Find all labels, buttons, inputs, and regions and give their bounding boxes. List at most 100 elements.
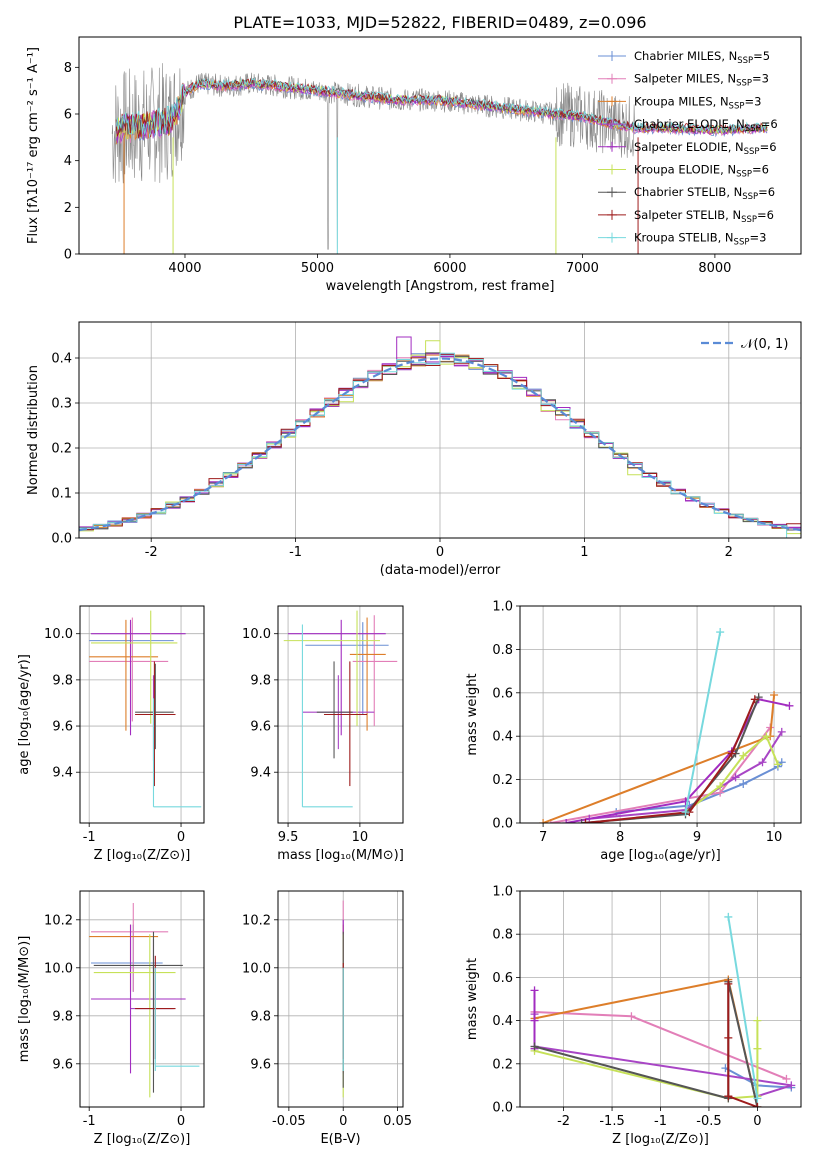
legend-sub: SSP (744, 147, 760, 157)
x-tick-label: -0.05 (272, 1114, 306, 1129)
point-marker (724, 1092, 733, 1101)
point-marker (777, 727, 786, 736)
x-tick-label: 8 (616, 830, 624, 845)
legend-marker (607, 232, 617, 243)
series-chabrier-stelib (534, 981, 759, 1107)
point-marker (785, 701, 794, 710)
point-marker (627, 1012, 636, 1021)
series-kroupa-miles (534, 978, 759, 1107)
legend-n: =3 (749, 231, 766, 245)
errorbars (89, 903, 200, 1098)
y-tick-label: 9.8 (52, 673, 73, 688)
chart-mass_vs_ebv: -0.05 0 0.05 9.6 9.8 10.0 10.2 E(B-V) (242, 890, 412, 1147)
point-marker (731, 773, 740, 782)
legend-label: Salpeter ELODIE, NSSP=6 (634, 140, 777, 157)
point-marker (581, 819, 590, 823)
y-tick-label: 2 (64, 201, 72, 216)
y-tick-label: 9.6 (250, 720, 271, 735)
x-axis-label: wavelength [Angstrom, rest frame] (326, 279, 555, 294)
y-axis-label: mass [log₁₀(M/M⊙)] (17, 936, 32, 1063)
model-line-kroupa-stelib (115, 77, 768, 138)
legend-sub: SSP (736, 79, 752, 89)
point-marker (530, 1016, 539, 1025)
y-tick-label: 4 (64, 154, 72, 169)
y-axis-label: Flux [fλ10⁻¹⁷ erg cm⁻² s⁻¹ A⁻¹] (26, 47, 41, 244)
x-tick-label: 10 (352, 830, 369, 845)
point-marker (787, 1081, 796, 1090)
y-tick-label: 0.0 (51, 532, 72, 547)
errorbars (283, 610, 398, 808)
x-tick-label: 0 (177, 1114, 185, 1129)
axes-frame (79, 890, 205, 1108)
x-tick-label: 1 (580, 545, 588, 560)
x-tick-label: 6000 (433, 261, 466, 276)
model-line-salpeter-stelib (115, 77, 768, 139)
x-tick-label: 0 (177, 830, 185, 845)
x-tick-label: 0 (436, 545, 444, 560)
x-tick-label: 0.05 (383, 1114, 412, 1129)
y-axis-label: age [log₁₀(age/yr)] (17, 654, 32, 775)
y-tick-label: 9.4 (250, 766, 271, 781)
x-tick-label: -1 (83, 830, 96, 845)
legend-n: =5 (753, 49, 770, 63)
point-marker (724, 912, 733, 921)
legend-marker (607, 51, 617, 61)
y-tick-label: 9.8 (250, 1009, 271, 1024)
point-marker (753, 1016, 762, 1025)
y-tick-label: 10.0 (44, 961, 73, 976)
point-marker (530, 986, 539, 995)
point-marker (762, 732, 771, 741)
point-marker (750, 695, 759, 704)
y-tick-label: 1.0 (492, 600, 513, 615)
axes-frame (277, 605, 404, 824)
point-marker (716, 628, 725, 637)
legend-text: Chabrier STELIB, N (634, 185, 742, 199)
legend-n: =6 (760, 140, 777, 154)
axes-frame (277, 890, 404, 1108)
chart-age_vs_mass: 9.5 10 9.4 9.6 9.8 10.0 mass [log₁₀(M/M⊙)] (242, 605, 404, 863)
x-tick-label: -2 (145, 545, 158, 560)
legend-text: Salpeter MILES, N (634, 72, 736, 86)
legend-label: Salpeter MILES, NSSP=3 (634, 72, 769, 89)
series-salpeter-stelib (585, 698, 756, 823)
series-kroupa-elodie (534, 1020, 759, 1100)
y-tick-label: 0 (64, 248, 72, 263)
legend-marker (607, 96, 617, 107)
gaussian-curve (78, 357, 802, 532)
axes-frame (519, 890, 802, 1108)
legend-marker (607, 119, 617, 130)
x-axis-label: mass [log₁₀(M/M⊙)] (277, 848, 404, 863)
x-tick-label: 4000 (168, 261, 201, 276)
y-tick-label: 9.6 (52, 1057, 73, 1072)
y-tick-label: 0.0 (492, 1101, 513, 1116)
legend-text: Chabrier MILES, N (634, 49, 737, 63)
y-tick-label: 0.2 (51, 442, 72, 457)
y-tick-label: 0.4 (492, 730, 513, 745)
legend-sub: SSP (745, 124, 761, 134)
y-tick-label: 0.4 (492, 1014, 513, 1029)
x-axis-label: Z [log₁₀(Z/Z⊙)] (612, 1132, 709, 1147)
x-tick-label: -1.5 (599, 1114, 624, 1129)
chart-weight_vs_age: 7 8 9 10 0.0 0.2 0.4 0.6 0.8 1.0 age [log₁₀(age/yr… (465, 600, 802, 863)
y-tick-label: 9.4 (52, 766, 73, 781)
legend-marker (607, 209, 617, 220)
y-tick-label: 9.6 (250, 1057, 271, 1072)
y-tick-label: 0.6 (492, 971, 513, 986)
legend-label: 𝒩(0, 1) (741, 337, 788, 352)
y-tick-label: 0.0 (492, 817, 513, 832)
point-marker (773, 760, 782, 769)
point-marker (770, 690, 779, 699)
y-tick-label: 9.6 (52, 720, 73, 735)
legend-label: Chabrier ELODIE, NSSP=6 (634, 117, 778, 134)
x-tick-label: -0.5 (696, 1114, 721, 1129)
x-tick-label: 9 (693, 830, 701, 845)
legend-sub: SSP (742, 192, 758, 202)
point-marker (727, 749, 736, 758)
legend-marker (607, 73, 617, 84)
legend-n: =3 (752, 72, 769, 86)
legend-label: Kroupa ELODIE, NSSP=6 (634, 163, 769, 180)
legend-n: =6 (758, 185, 775, 199)
axes-frame (519, 605, 802, 824)
x-axis-label: E(B-V) (320, 1132, 360, 1147)
